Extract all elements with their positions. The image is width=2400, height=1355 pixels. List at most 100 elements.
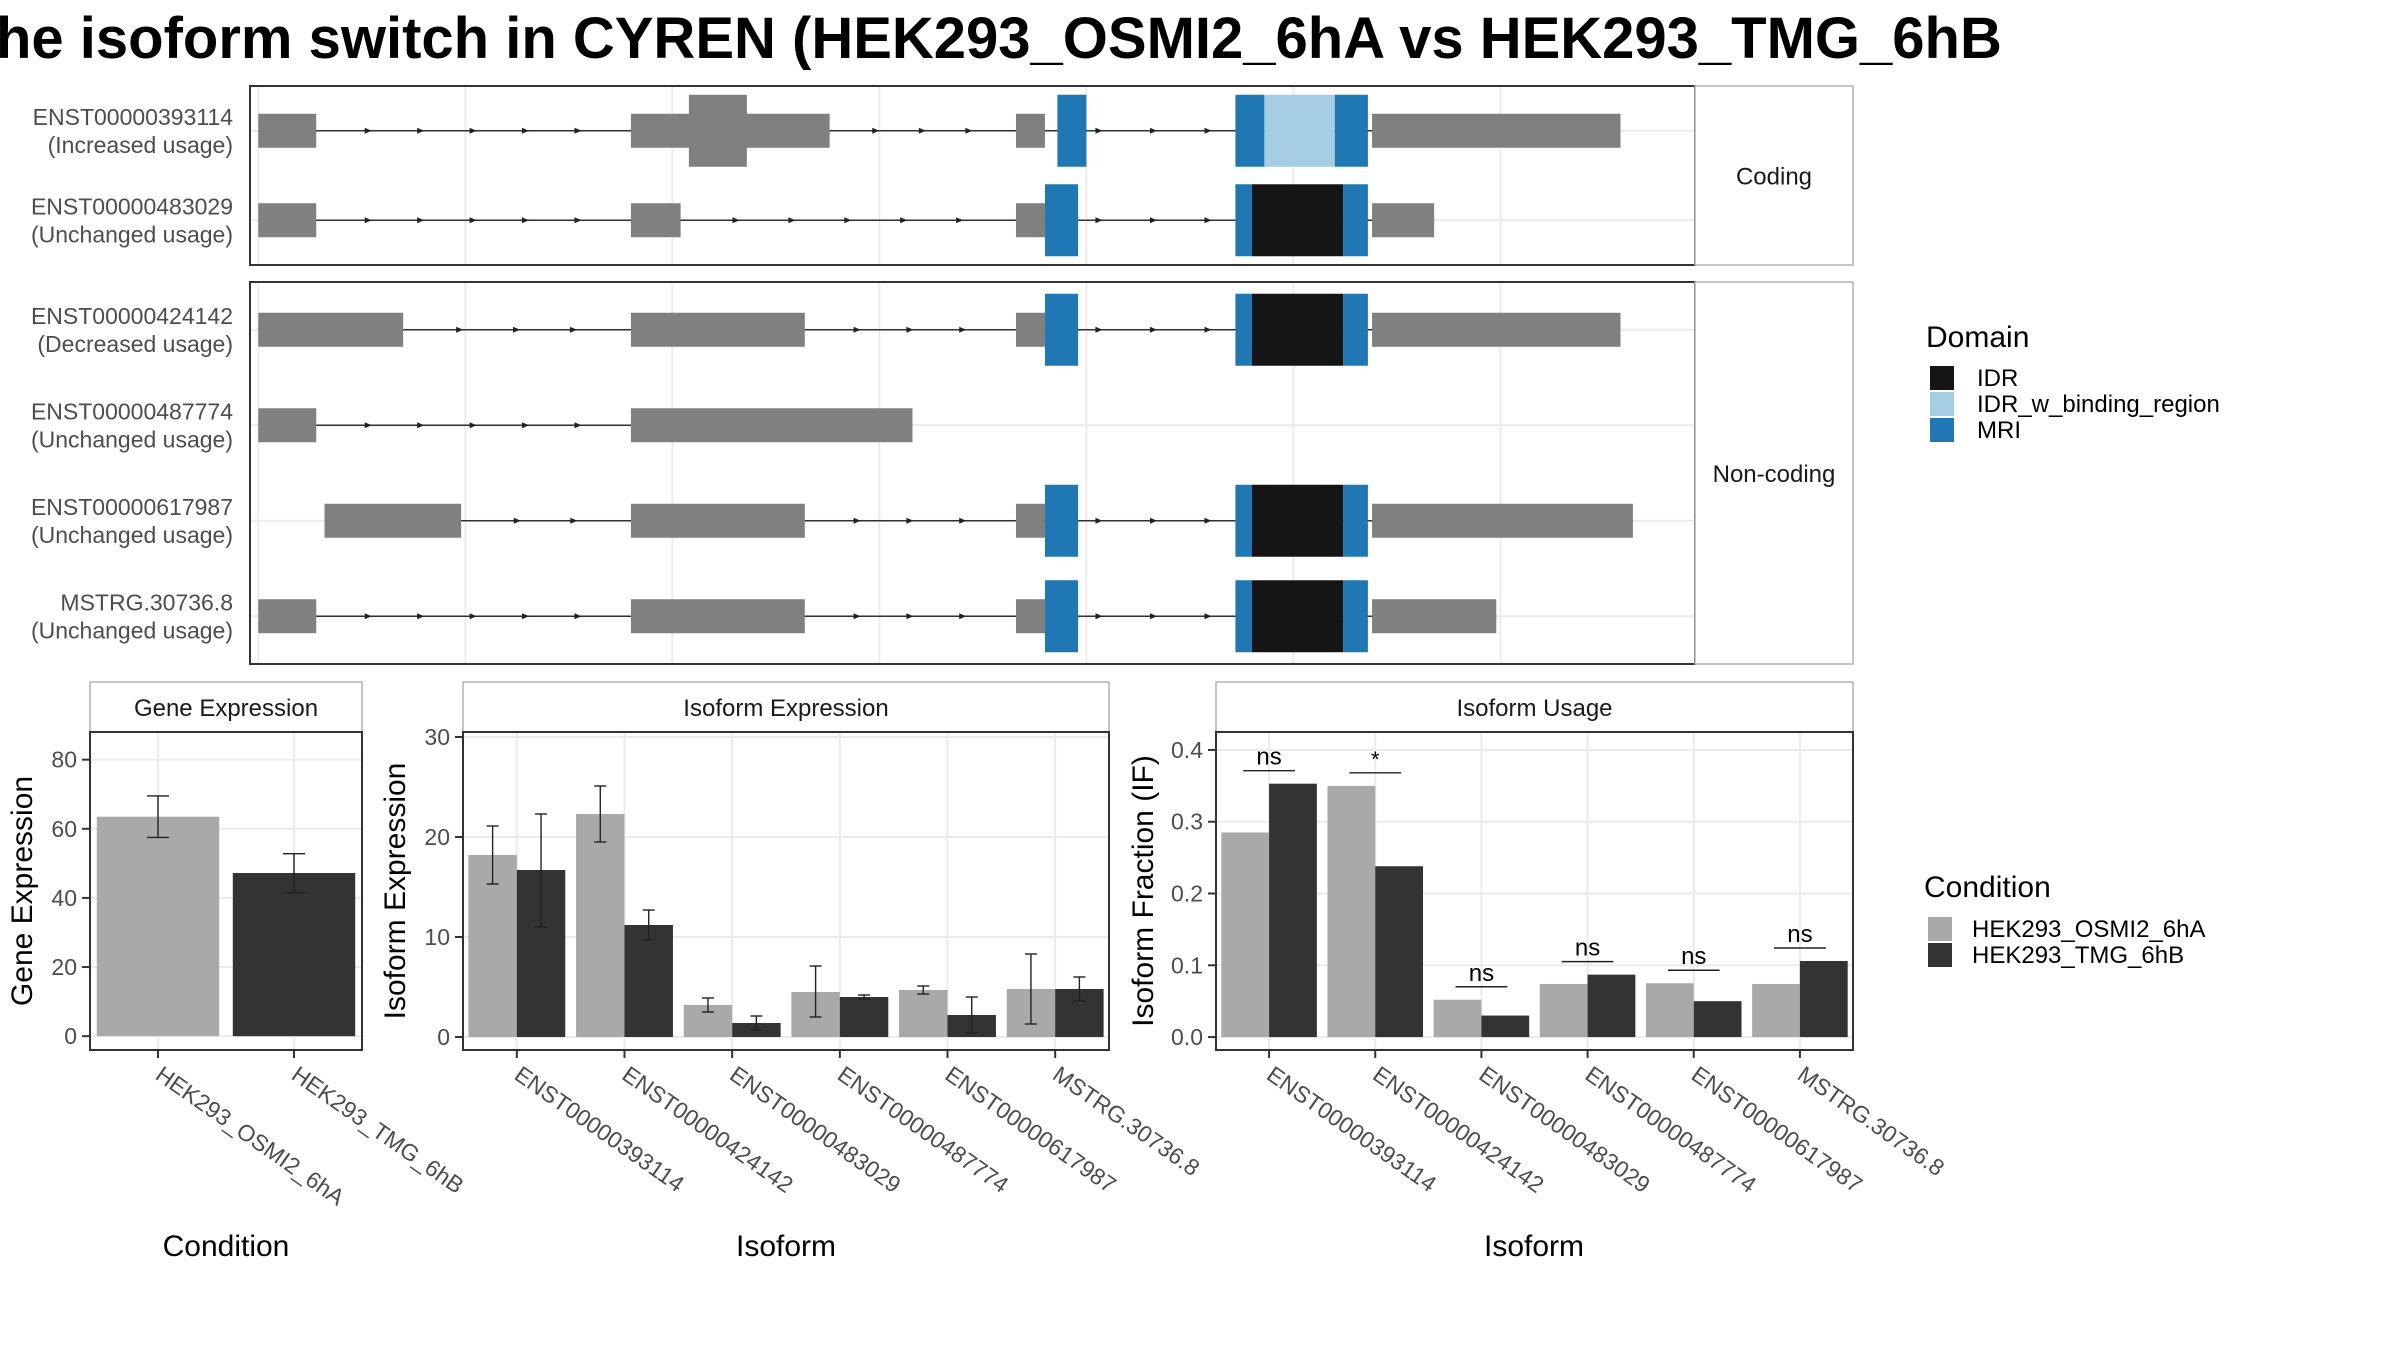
x-axis-title: Isoform — [1484, 1230, 1584, 1263]
bar — [1693, 1001, 1742, 1038]
intron-arrow — [364, 422, 372, 429]
x-tick-label: ENST00000424142 — [1368, 1061, 1548, 1198]
transcript-id-label: ENST00000617987 — [31, 494, 233, 520]
facet-strip — [1694, 281, 1854, 665]
transcript-usage-label: (Unchanged usage) — [31, 522, 233, 548]
domain-mri — [1044, 484, 1079, 557]
intron-arrow — [417, 127, 425, 134]
transcript-usage-label: (Increased usage) — [48, 132, 233, 158]
intron-arrow — [469, 422, 477, 429]
intron-arrow — [364, 217, 372, 224]
domain-mri — [1235, 94, 1265, 167]
domain-mri — [1343, 184, 1368, 257]
y-tick-label: 30 — [424, 724, 450, 750]
intron-arrow — [1095, 127, 1103, 134]
bar — [1799, 960, 1848, 1038]
legend-condition-label: HEK293_OSMI2_6hA — [1972, 916, 2205, 943]
domain-mri — [1235, 484, 1252, 557]
domain-idr — [1251, 484, 1344, 557]
legend-domain-title: Domain — [1926, 321, 2029, 354]
transcript-usage-label: (Unchanged usage) — [31, 221, 233, 247]
intron-arrow — [469, 613, 477, 620]
panel-title: Isoform Usage — [1456, 695, 1612, 722]
domain-mri — [1343, 293, 1368, 366]
intron-arrow — [844, 217, 852, 224]
exon — [630, 203, 681, 238]
legend-condition-key — [1928, 917, 1952, 941]
domain-mri — [1235, 580, 1252, 653]
intron-arrow — [965, 127, 973, 134]
bar — [1269, 783, 1317, 1038]
panel-title: Isoform Expression — [683, 695, 888, 722]
domain-mri — [1334, 94, 1368, 167]
intron-arrow — [522, 422, 530, 429]
intron-arrow — [918, 127, 926, 134]
intron-arrow — [853, 326, 861, 333]
legend-domain-label: MRI — [1977, 417, 2021, 444]
transcript-id-label: ENST00000393114 — [33, 104, 234, 130]
bar — [1221, 832, 1270, 1038]
y-tick-label: 0.1 — [1171, 952, 1203, 978]
significance-label: * — [1371, 747, 1380, 772]
domain-idr — [1251, 293, 1344, 366]
intron-arrow — [513, 517, 521, 524]
intron-arrow — [522, 127, 530, 134]
significance-label: ns — [1469, 960, 1494, 987]
transcript-usage-label: (Decreased usage) — [37, 331, 233, 357]
intron-arrow — [513, 326, 521, 333]
intron-arrow — [574, 127, 582, 134]
x-tick-label: ENST00000487774 — [1581, 1061, 1762, 1198]
legend-domain-key — [1930, 366, 1954, 390]
domain-mri — [1044, 580, 1079, 653]
bar-panel-bg — [463, 732, 1109, 1050]
structure-panel-bg — [250, 86, 1695, 265]
exon — [1372, 203, 1435, 238]
intron-arrow — [1095, 517, 1103, 524]
bar — [1375, 866, 1424, 1038]
intron-arrow — [1095, 326, 1103, 333]
intron-arrow — [906, 517, 914, 524]
intron-arrow — [1204, 127, 1212, 134]
intron-arrow — [959, 613, 967, 620]
bar — [468, 855, 517, 1037]
exon-cds — [688, 94, 747, 167]
exon — [324, 503, 462, 538]
domain-mri — [1057, 94, 1087, 167]
intron-arrow — [1149, 613, 1157, 620]
bar — [624, 925, 673, 1037]
intron-arrow — [1095, 217, 1103, 224]
exon — [630, 599, 805, 634]
intron-arrow — [417, 613, 425, 620]
intron-arrow — [522, 217, 530, 224]
intron-arrow — [788, 217, 796, 224]
intron-arrow — [569, 326, 577, 333]
domain-mri — [1044, 293, 1079, 366]
intron-arrow — [469, 127, 477, 134]
bar-panel-border — [89, 731, 363, 1051]
x-tick-label: ENST00000393114 — [1262, 1061, 1441, 1197]
bar — [839, 997, 889, 1037]
exon — [1015, 203, 1045, 238]
significance-label: ns — [1681, 943, 1706, 970]
y-tick-label: 0.0 — [1171, 1024, 1203, 1050]
intron-arrow — [469, 217, 477, 224]
intron-arrow — [574, 613, 582, 620]
exon — [258, 408, 317, 443]
transcript-id-label: ENST00000483029 — [31, 193, 233, 219]
intron-arrow — [956, 217, 964, 224]
intron-arrow — [906, 326, 914, 333]
bar — [96, 816, 220, 1037]
facet-strip — [1694, 85, 1854, 266]
exon — [258, 113, 317, 148]
intron-arrow — [574, 217, 582, 224]
exon — [1015, 113, 1045, 148]
exon — [1015, 599, 1045, 634]
intron-arrow — [1204, 217, 1212, 224]
intron-arrow — [959, 517, 967, 524]
bar — [1752, 983, 1800, 1038]
legend-domain-key — [1930, 392, 1954, 416]
bar — [1645, 983, 1694, 1038]
bar — [1481, 1015, 1530, 1038]
